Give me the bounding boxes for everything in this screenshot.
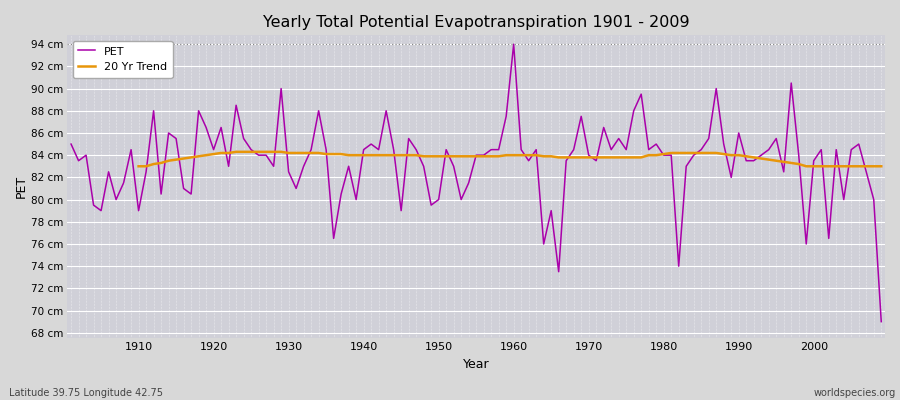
PET	[876, 319, 886, 324]
Text: Latitude 39.75 Longitude 42.75: Latitude 39.75 Longitude 42.75	[9, 388, 163, 398]
PET	[500, 114, 511, 119]
Text: worldspecies.org: worldspecies.org	[814, 388, 896, 398]
20 Yr Trend	[230, 150, 241, 154]
20 Yr Trend	[846, 164, 857, 169]
20 Yr Trend	[313, 150, 324, 155]
Title: Yearly Total Potential Evapotranspiration 1901 - 2009: Yearly Total Potential Evapotranspiratio…	[263, 15, 689, 30]
PET	[516, 147, 526, 152]
PET	[291, 186, 302, 191]
PET	[336, 192, 346, 196]
PET	[508, 42, 519, 47]
PET	[606, 147, 616, 152]
20 Yr Trend	[133, 164, 144, 169]
PET	[66, 142, 77, 146]
Line: PET: PET	[71, 44, 881, 322]
20 Yr Trend	[284, 150, 294, 155]
20 Yr Trend	[824, 164, 834, 169]
Line: 20 Yr Trend: 20 Yr Trend	[139, 152, 881, 166]
PET	[126, 147, 137, 152]
20 Yr Trend	[523, 153, 534, 158]
X-axis label: Year: Year	[463, 358, 490, 371]
Legend: PET, 20 Yr Trend: PET, 20 Yr Trend	[73, 41, 173, 78]
20 Yr Trend	[876, 164, 886, 169]
Y-axis label: PET: PET	[15, 175, 28, 198]
20 Yr Trend	[583, 155, 594, 160]
